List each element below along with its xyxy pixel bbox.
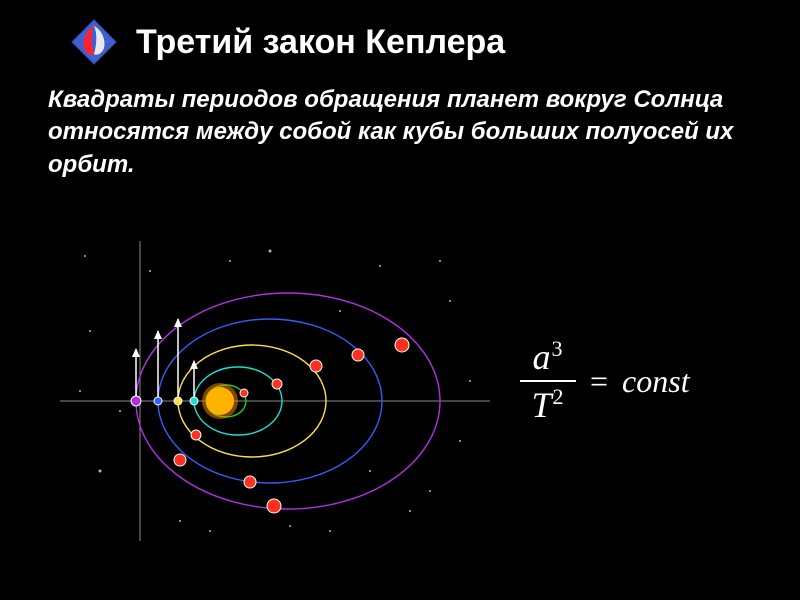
formula-fraction: a3 T2: [520, 336, 576, 426]
numer-base: a: [533, 337, 552, 377]
orbital-diagram: [30, 211, 500, 551]
formula-rhs: const: [622, 363, 690, 400]
numer-exp: 3: [552, 336, 564, 361]
logo-icon: [70, 18, 118, 66]
orbit-svg: [30, 211, 500, 551]
content-area: a3 T2 = const: [0, 211, 800, 551]
slide-title: Третий закон Кеплера: [136, 23, 505, 62]
denom-base: T: [531, 385, 552, 425]
formula-numerator: a3: [525, 336, 572, 380]
denom-exp: 2: [553, 384, 565, 409]
formula-equals: =: [590, 363, 608, 400]
header: Третий закон Кеплера: [0, 0, 800, 66]
slide-logo: [70, 18, 118, 66]
formula-denominator: T2: [523, 382, 572, 426]
slide-subtitle: Квадраты периодов обращения планет вокру…: [0, 66, 800, 181]
kepler-formula: a3 T2 = const: [520, 336, 690, 426]
